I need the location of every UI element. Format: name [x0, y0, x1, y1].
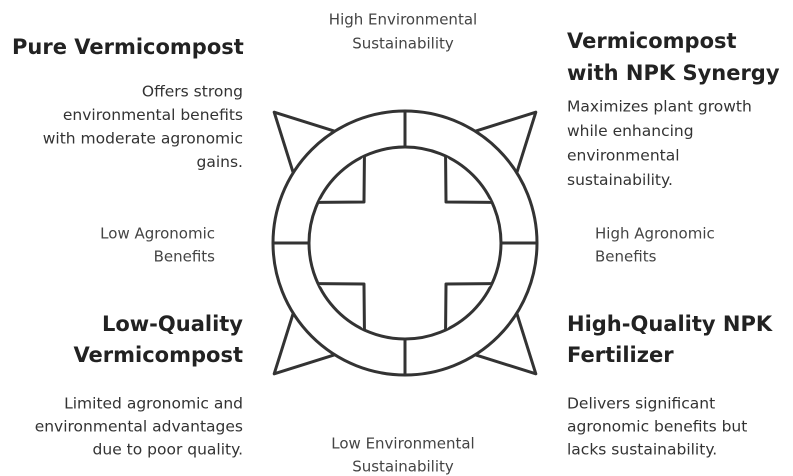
quadrant-title: Fertilizer	[567, 343, 674, 367]
quadrant-description: with moderate agronomic	[43, 130, 243, 148]
quadrant-description: Offers strong	[142, 83, 243, 101]
inner-notch	[317, 155, 366, 204]
inner-circle	[307, 145, 503, 341]
inner-notch	[444, 282, 493, 331]
axis-label-right: High Agronomic	[595, 225, 715, 243]
quadrant-title: Vermicompost	[73, 343, 243, 367]
quadrant-description: environmental benefits	[63, 106, 243, 124]
quadrant-title: Pure Vermicompost	[12, 35, 244, 59]
quadrant-description: Maximizes plant growth	[567, 98, 752, 116]
inner-notch	[317, 282, 366, 331]
quadrant-description: gains.	[197, 153, 243, 171]
inner-notch	[444, 155, 493, 204]
quadrant-description: Delivers significant	[567, 395, 715, 413]
quadrant-title: Low-Quality	[102, 312, 243, 336]
quadrant-description: agronomic benefits but	[567, 418, 747, 436]
axis-label-bottom: Sustainability	[352, 458, 454, 476]
axis-label-bottom: Low Environmental	[331, 435, 474, 453]
axis-label-left: Low Agronomic	[100, 225, 215, 243]
axis-label-top: Sustainability	[352, 35, 454, 53]
center-graphic	[271, 109, 539, 377]
quadrant-description: lacks sustainability.	[567, 441, 717, 459]
quadrant-description: environmental	[567, 147, 680, 165]
quadrant-title: High-Quality NPK	[567, 312, 773, 336]
axis-label-left: Benefits	[154, 248, 216, 266]
quadrant-description: while enhancing	[567, 122, 694, 140]
quadrant-description: sustainability.	[567, 171, 673, 189]
quadrant-description: Limited agronomic and	[64, 395, 243, 413]
quadrant-description: environmental advantages	[35, 418, 243, 436]
quadrant-title: with NPK Synergy	[567, 61, 780, 85]
quadrant-description: due to poor quality.	[93, 441, 243, 459]
quadrant-title: Vermicompost	[567, 29, 737, 53]
axis-label-top: High Environmental	[329, 11, 477, 29]
axis-label-right: Benefits	[595, 248, 657, 266]
